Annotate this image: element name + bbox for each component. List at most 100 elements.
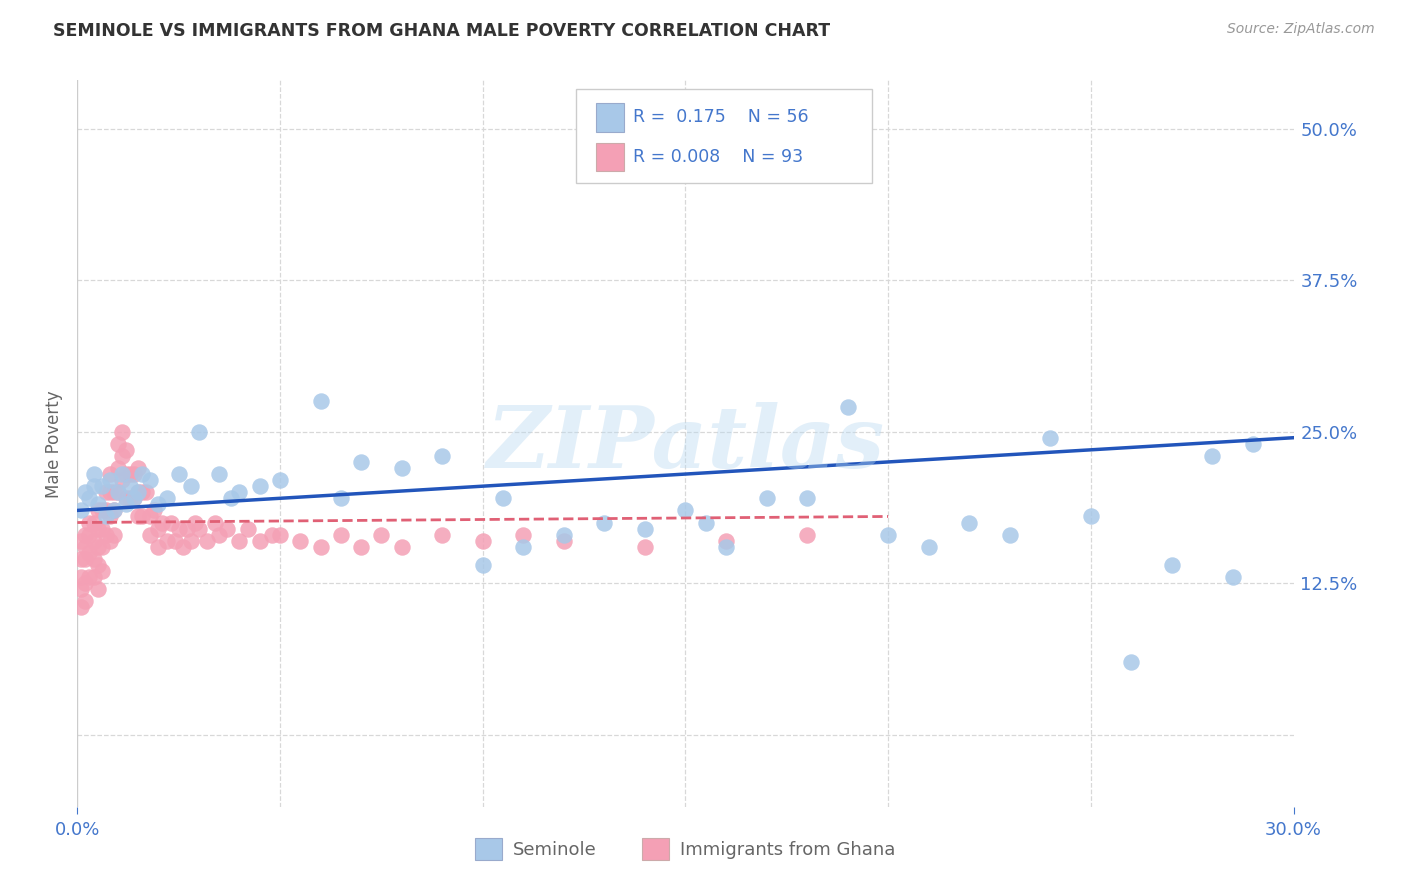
Point <box>350 455 373 469</box>
Point <box>90 564 112 578</box>
Point <box>143 503 166 517</box>
Point <box>228 485 250 500</box>
Point <box>796 527 818 541</box>
Text: Source: ZipAtlas.com: Source: ZipAtlas.com <box>1227 22 1375 37</box>
Point <box>75 540 97 554</box>
Point <box>122 491 145 506</box>
Point <box>75 576 97 591</box>
Point <box>94 509 117 524</box>
Point <box>195 533 218 548</box>
Point <box>329 491 352 506</box>
Text: SEMINOLE VS IMMIGRANTS FROM GHANA MALE POVERTY CORRELATION CHART: SEMINOLE VS IMMIGRANTS FROM GHANA MALE P… <box>53 22 831 40</box>
Point <box>309 394 332 409</box>
Point <box>714 533 737 548</box>
Point <box>79 491 101 506</box>
Point <box>148 522 170 536</box>
Point <box>103 485 125 500</box>
Point <box>75 485 97 500</box>
Point <box>98 473 121 487</box>
Point <box>188 425 211 439</box>
Point <box>167 467 190 481</box>
Point <box>391 461 413 475</box>
Point <box>122 467 145 481</box>
Point <box>188 522 211 536</box>
Point <box>148 540 170 554</box>
Point <box>115 467 138 481</box>
Point <box>75 552 97 566</box>
Point <box>127 485 149 500</box>
Point <box>103 503 125 517</box>
Point <box>118 467 141 481</box>
Point <box>111 425 134 439</box>
Point <box>83 516 105 530</box>
Point <box>176 522 198 536</box>
Point <box>86 522 108 536</box>
Point <box>471 558 494 572</box>
Point <box>1080 509 1102 524</box>
Point <box>877 527 900 541</box>
Point <box>755 491 778 506</box>
Point <box>103 503 125 517</box>
Point <box>1201 449 1223 463</box>
Point <box>269 473 291 487</box>
Point <box>208 527 231 541</box>
Point <box>70 600 93 615</box>
Point <box>90 479 112 493</box>
Point <box>107 485 129 500</box>
Point <box>131 485 153 500</box>
Point <box>111 467 134 481</box>
Point <box>204 516 226 530</box>
Point <box>391 540 413 554</box>
Point <box>103 527 125 541</box>
Point <box>70 570 93 584</box>
Point <box>139 527 162 541</box>
Point <box>94 503 117 517</box>
Point <box>115 442 138 457</box>
Point <box>79 570 101 584</box>
Point <box>512 540 534 554</box>
Point <box>228 533 250 548</box>
Point <box>1241 437 1264 451</box>
Point <box>94 485 117 500</box>
Point <box>127 461 149 475</box>
Point <box>184 516 207 530</box>
Point <box>122 491 145 506</box>
Point <box>167 522 190 536</box>
Point <box>83 552 105 566</box>
Point <box>918 540 941 554</box>
Point <box>83 479 105 493</box>
Text: ZIPatlas: ZIPatlas <box>486 402 884 485</box>
Point <box>837 401 859 415</box>
Point <box>111 449 134 463</box>
Point <box>79 516 101 530</box>
Point <box>83 570 105 584</box>
Point <box>70 533 93 548</box>
Point <box>471 533 494 548</box>
Point <box>70 503 93 517</box>
Point <box>1121 655 1143 669</box>
Point <box>131 509 153 524</box>
Point <box>86 582 108 597</box>
Point <box>998 527 1021 541</box>
Point <box>118 479 141 493</box>
Point <box>79 546 101 560</box>
Point <box>553 527 575 541</box>
Point <box>260 527 283 541</box>
Point <box>180 533 202 548</box>
Point <box>152 516 174 530</box>
Legend: Seminole, Immigrants from Ghana: Seminole, Immigrants from Ghana <box>468 830 903 867</box>
Point <box>163 533 186 548</box>
Point <box>115 491 138 506</box>
Point <box>127 509 149 524</box>
Point <box>309 540 332 554</box>
Point <box>155 491 177 506</box>
Point <box>290 533 312 548</box>
Point <box>98 509 121 524</box>
Point <box>115 497 138 511</box>
Point <box>430 527 453 541</box>
Point <box>86 497 108 511</box>
Point <box>370 527 392 541</box>
Point <box>148 497 170 511</box>
Point <box>492 491 515 506</box>
Point <box>329 527 352 541</box>
